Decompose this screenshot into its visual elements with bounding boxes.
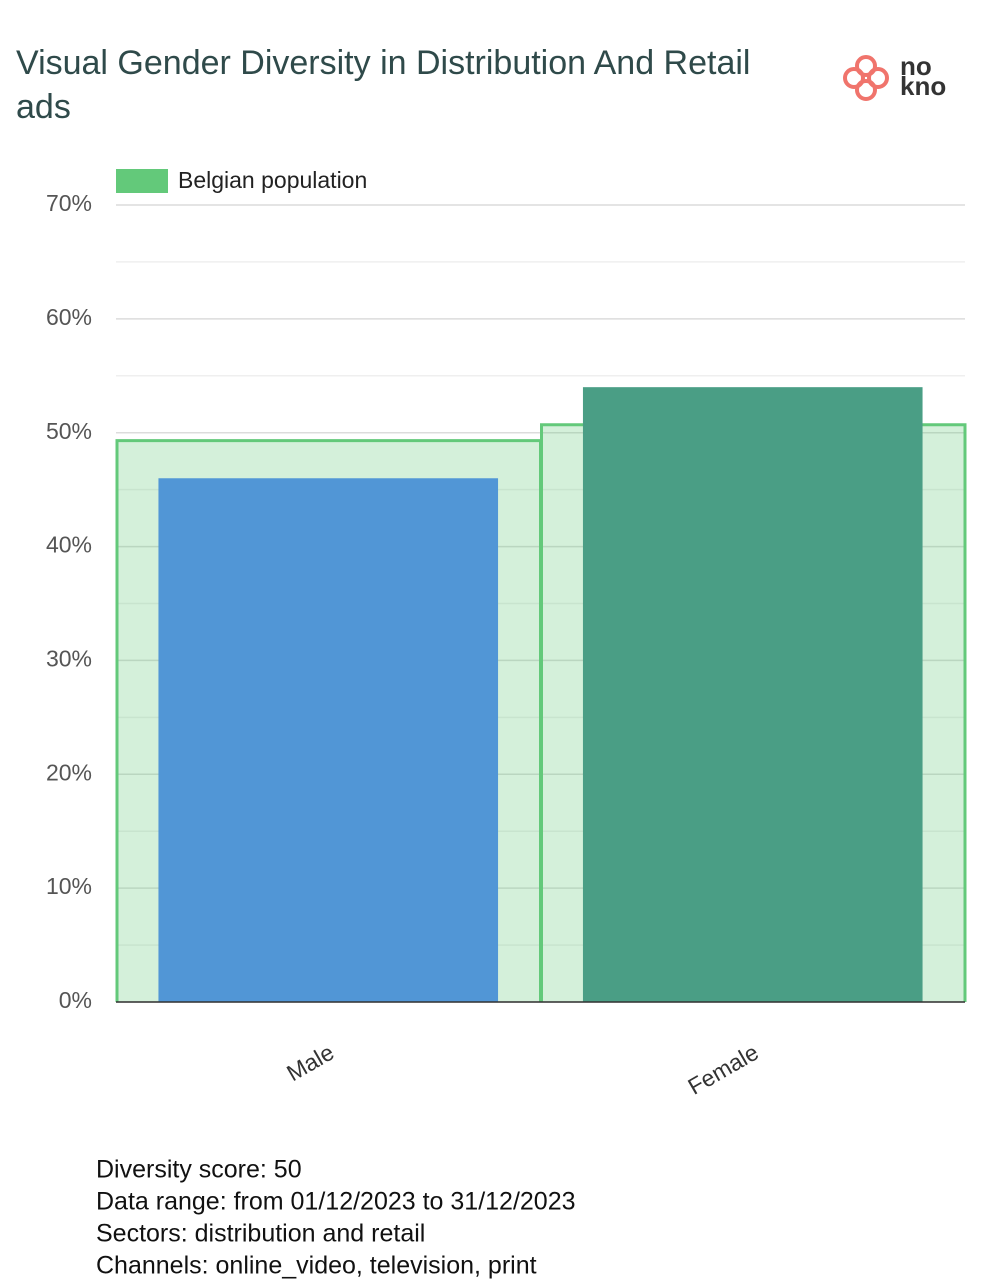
logo-text: no xyxy=(900,51,932,81)
y-tick-label: 60% xyxy=(46,304,92,330)
footer-text: Sectors: distribution and retail xyxy=(96,1220,425,1248)
y-tick-label: 40% xyxy=(46,532,92,558)
chart-title: Visual Gender Diversity in Distribution … xyxy=(16,44,751,126)
y-tick-label: 10% xyxy=(46,873,92,899)
y-tick-label: 30% xyxy=(46,646,92,672)
footer-text: Diversity score: 50 xyxy=(96,1156,302,1184)
y-tick-label: 20% xyxy=(46,759,92,785)
footer-text: Data range: from 01/12/2023 to 31/12/202… xyxy=(96,1188,576,1216)
x-tick-label: Female xyxy=(683,1039,762,1100)
logo: no kno xyxy=(843,51,946,101)
legend-label: Belgian population xyxy=(178,167,367,193)
bar xyxy=(582,387,923,1003)
y-tick-label: 70% xyxy=(46,190,92,216)
footer-text: Channels: online_video, television, prin… xyxy=(96,1252,537,1280)
y-tick-label: 0% xyxy=(59,987,92,1013)
logo-text: kno xyxy=(900,71,946,101)
bar xyxy=(158,478,499,1002)
y-tick-label: 50% xyxy=(46,418,92,444)
legend-swatch xyxy=(116,169,168,193)
x-tick-label: Male xyxy=(282,1039,338,1086)
